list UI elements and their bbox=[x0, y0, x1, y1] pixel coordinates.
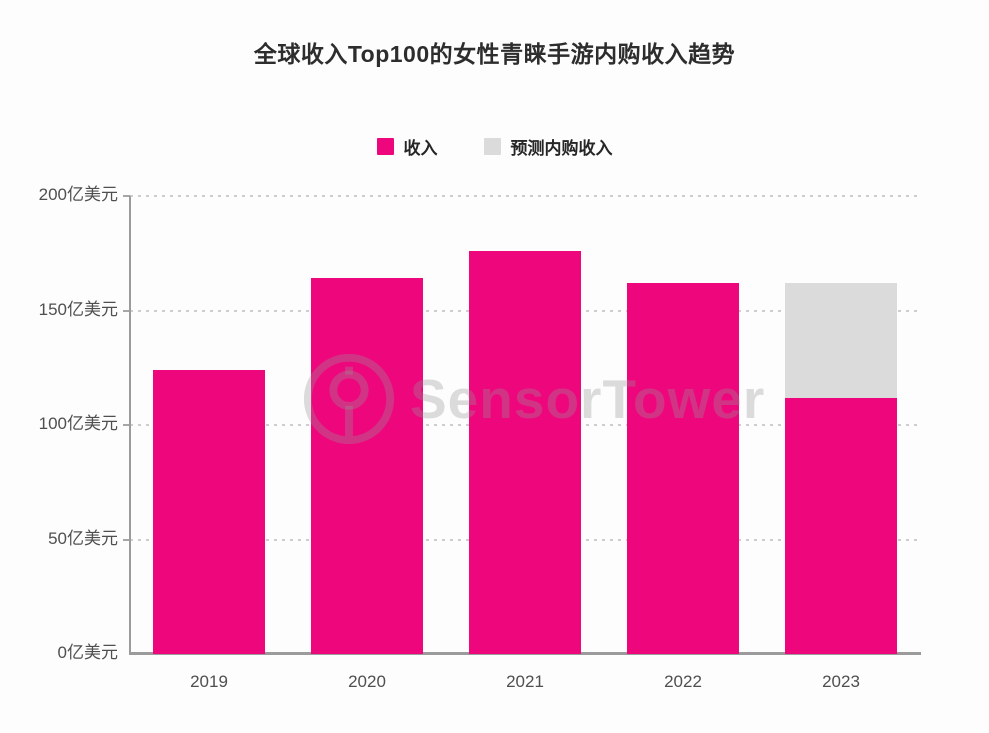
chart-legend: 收入 预测内购收入 bbox=[0, 134, 989, 159]
x-tick-label: 2021 bbox=[506, 672, 544, 691]
bar-2019-revenue bbox=[153, 370, 265, 654]
bar-2021-revenue bbox=[469, 250, 581, 654]
chart-title: 全球收入Top100的女性青睐手游内购收入趋势 bbox=[253, 41, 736, 67]
y-axis-tick bbox=[123, 195, 130, 197]
bar-2020-revenue bbox=[311, 278, 423, 654]
legend-item-revenue: 收入 bbox=[376, 134, 438, 159]
x-tick-label: 2020 bbox=[348, 672, 386, 691]
y-axis-line bbox=[129, 196, 131, 655]
x-tick-label: 2023 bbox=[822, 672, 860, 691]
x-tick-label: 2019 bbox=[190, 672, 228, 691]
legend-label-forecast: 预测内购收入 bbox=[510, 139, 613, 158]
legend-swatch-revenue-icon bbox=[376, 138, 394, 155]
y-axis-tick bbox=[123, 538, 130, 541]
legend-swatch-forecast-icon bbox=[483, 138, 501, 155]
legend-label-revenue: 收入 bbox=[403, 139, 438, 158]
bar-2023-forecast bbox=[785, 283, 897, 398]
bar-2022-revenue bbox=[627, 283, 739, 654]
y-axis-tick bbox=[123, 424, 130, 426]
legend-item-forecast: 预测内购收入 bbox=[483, 134, 613, 159]
x-tick-label: 2022 bbox=[664, 672, 702, 691]
bar-2023-revenue bbox=[785, 397, 897, 654]
y-tick-label: 0亿美元 bbox=[57, 643, 118, 662]
gridline bbox=[130, 195, 920, 197]
y-tick-label: 50亿美元 bbox=[48, 528, 118, 548]
y-tick-label: 150亿美元 bbox=[38, 299, 118, 319]
y-tick-label: 200亿美元 bbox=[38, 185, 118, 204]
y-tick-label: 100亿美元 bbox=[38, 414, 118, 433]
plot-area bbox=[130, 196, 920, 654]
y-axis-tick bbox=[123, 309, 130, 312]
